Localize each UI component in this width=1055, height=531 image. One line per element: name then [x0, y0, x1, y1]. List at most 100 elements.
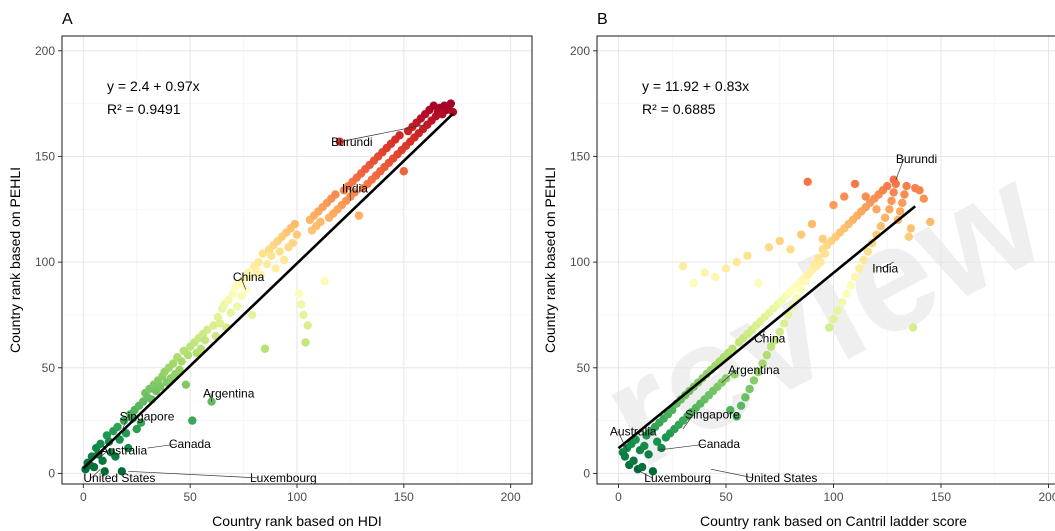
- data-point: [100, 467, 109, 476]
- data-point: [797, 230, 806, 239]
- data-point: [620, 452, 630, 461]
- panel-b-x-tick-label: 150: [931, 490, 951, 504]
- label-leader-line: [682, 414, 694, 430]
- label-leader-line: [349, 188, 351, 201]
- data-point: [209, 321, 218, 330]
- watermark: review: [576, 131, 1055, 499]
- data-point: [290, 219, 300, 229]
- data-point: [825, 323, 834, 332]
- data-point: [803, 177, 812, 187]
- data-point: [629, 456, 638, 465]
- data-point: [215, 319, 225, 328]
- data-point: [908, 323, 918, 332]
- data-point: [320, 276, 329, 286]
- data-point: [855, 264, 864, 273]
- country-label-china: China: [233, 270, 265, 284]
- label-leader-line: [210, 393, 212, 402]
- data-point: [247, 310, 257, 320]
- data-point: [175, 365, 184, 375]
- panel-b-r-squared: R² = 0.6885: [642, 101, 716, 117]
- data-point: [297, 300, 306, 309]
- label-leader-line: [710, 468, 754, 479]
- panel-b: 0 50 100 150 200 0 50 100 150 200 Burundi India Chin…: [542, 11, 1055, 529]
- data-point: [132, 424, 141, 434]
- data-point: [262, 260, 272, 269]
- data-point: [797, 285, 806, 294]
- label-leader-line: [635, 468, 653, 479]
- data-point: [245, 272, 255, 282]
- data-point: [260, 344, 270, 353]
- country-label-singapore: Singapore: [685, 407, 740, 421]
- data-point: [196, 344, 206, 353]
- data-point: [121, 429, 131, 438]
- data-point: [689, 279, 698, 288]
- data-point: [754, 279, 763, 288]
- data-point: [256, 270, 265, 279]
- data-point: [316, 217, 325, 227]
- data-point: [846, 281, 855, 290]
- label-leader-line: [91, 468, 101, 479]
- data-point: [775, 236, 784, 246]
- data-point: [732, 412, 741, 421]
- data-point: [885, 205, 894, 214]
- country-label-singapore: Singapore: [120, 410, 175, 424]
- data-point: [887, 196, 896, 206]
- data-point: [115, 435, 124, 444]
- data-point: [895, 207, 905, 216]
- data-point: [232, 302, 242, 311]
- panel-b-x-tick-label: 50: [719, 490, 733, 504]
- panel-a-x-tick-label: 0: [80, 490, 87, 504]
- data-point: [102, 431, 112, 440]
- data-point: [429, 101, 438, 110]
- panel-b-y-tick-label: 200: [570, 44, 590, 58]
- data-point: [354, 211, 364, 220]
- data-point: [906, 224, 916, 233]
- country-label-argentina: Argentina: [203, 386, 255, 400]
- data-point: [850, 272, 860, 282]
- data-point: [758, 359, 767, 368]
- panel-b-x-tick-label: 100: [823, 490, 843, 504]
- data-point: [254, 257, 263, 267]
- panel-a-y-tick-label: 0: [48, 466, 55, 480]
- label-leader-line: [721, 369, 737, 383]
- label-leader-line: [761, 329, 766, 339]
- data-point: [741, 393, 750, 402]
- panel-b-plot-frame: [596, 35, 1055, 485]
- panel-b-regression-line: [617, 205, 917, 450]
- country-label-united-states: United States: [83, 471, 155, 485]
- data-point: [818, 234, 827, 244]
- data-point: [732, 257, 741, 267]
- data-point: [239, 274, 248, 284]
- data-point: [786, 245, 795, 254]
- data-point: [736, 401, 746, 411]
- data-point: [168, 359, 178, 368]
- data-point: [898, 198, 907, 208]
- label-leader-line: [121, 416, 129, 432]
- data-point: [915, 186, 924, 195]
- data-point: [779, 319, 789, 328]
- data-point: [301, 338, 310, 347]
- data-point: [350, 188, 359, 197]
- data-point: [299, 310, 308, 320]
- panel-a-r-squared: R² = 0.9491: [107, 101, 181, 117]
- data-point: [816, 257, 825, 267]
- panel-a-y-axis-title: Country rank based on PEHLI: [7, 167, 23, 353]
- panel-b-x-tick-label: 200: [1038, 490, 1055, 504]
- data-point: [837, 298, 847, 307]
- country-label-australia: Australia: [100, 443, 147, 457]
- panel-a-y-tick-label: 50: [42, 361, 56, 375]
- data-point: [119, 416, 129, 425]
- country-label-canada: Canada: [169, 437, 211, 451]
- data-point: [919, 194, 928, 203]
- data-point: [749, 376, 759, 385]
- data-point: [267, 251, 276, 260]
- data-point: [775, 327, 784, 337]
- country-label-luxembourg: Luxembourg: [250, 471, 317, 485]
- data-point: [640, 441, 649, 451]
- panel-a-regression-line: [82, 112, 454, 470]
- data-point: [883, 181, 892, 191]
- data-point: [700, 268, 709, 277]
- data-point: [294, 289, 304, 299]
- data-point: [801, 276, 810, 286]
- data-point: [926, 217, 935, 227]
